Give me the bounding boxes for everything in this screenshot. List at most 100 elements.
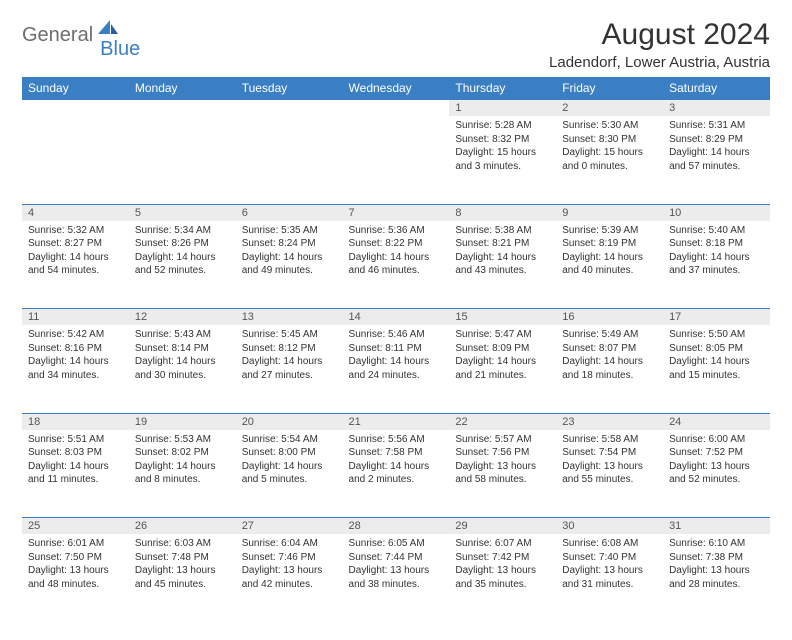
day-cell: Sunrise: 5:45 AMSunset: 8:12 PMDaylight:… bbox=[236, 325, 343, 413]
sunrise-text: Sunrise: 5:50 AM bbox=[669, 328, 764, 342]
daylight-text: Daylight: 13 hours and 42 minutes. bbox=[242, 564, 337, 591]
day-number: 5 bbox=[129, 204, 236, 221]
day-number: 14 bbox=[343, 309, 450, 326]
day-number: 31 bbox=[663, 518, 770, 535]
day-detail-row: Sunrise: 5:42 AMSunset: 8:16 PMDaylight:… bbox=[22, 325, 770, 413]
day-number: 11 bbox=[22, 309, 129, 326]
day-cell: Sunrise: 5:28 AMSunset: 8:32 PMDaylight:… bbox=[449, 116, 556, 204]
sunset-text: Sunset: 8:09 PM bbox=[455, 342, 550, 356]
day-cell: Sunrise: 6:05 AMSunset: 7:44 PMDaylight:… bbox=[343, 534, 450, 622]
sunrise-text: Sunrise: 5:30 AM bbox=[562, 119, 657, 133]
sunset-text: Sunset: 7:48 PM bbox=[135, 551, 230, 565]
sunrise-text: Sunrise: 5:53 AM bbox=[135, 433, 230, 447]
day-number: 4 bbox=[22, 204, 129, 221]
sunrise-text: Sunrise: 5:45 AM bbox=[242, 328, 337, 342]
day-cell: Sunrise: 5:47 AMSunset: 8:09 PMDaylight:… bbox=[449, 325, 556, 413]
daylight-text: Daylight: 13 hours and 48 minutes. bbox=[28, 564, 123, 591]
sunset-text: Sunset: 8:14 PM bbox=[135, 342, 230, 356]
day-cell: Sunrise: 5:51 AMSunset: 8:03 PMDaylight:… bbox=[22, 430, 129, 518]
day-number: 9 bbox=[556, 204, 663, 221]
day-detail-row: Sunrise: 5:32 AMSunset: 8:27 PMDaylight:… bbox=[22, 221, 770, 309]
empty-day bbox=[343, 116, 450, 204]
sunrise-text: Sunrise: 5:43 AM bbox=[135, 328, 230, 342]
day-cell: Sunrise: 5:40 AMSunset: 8:18 PMDaylight:… bbox=[663, 221, 770, 309]
day-detail-row: Sunrise: 5:28 AMSunset: 8:32 PMDaylight:… bbox=[22, 116, 770, 204]
day-number: 8 bbox=[449, 204, 556, 221]
daylight-text: Daylight: 14 hours and 46 minutes. bbox=[349, 251, 444, 278]
day-number: 24 bbox=[663, 413, 770, 430]
daylight-text: Daylight: 14 hours and 40 minutes. bbox=[562, 251, 657, 278]
brand-part1: General bbox=[22, 24, 93, 47]
day-cell: Sunrise: 5:31 AMSunset: 8:29 PMDaylight:… bbox=[663, 116, 770, 204]
sunrise-text: Sunrise: 5:46 AM bbox=[349, 328, 444, 342]
weekday-header: Wednesday bbox=[343, 77, 450, 100]
weekday-header: Tuesday bbox=[236, 77, 343, 100]
day-number: 22 bbox=[449, 413, 556, 430]
sunrise-text: Sunrise: 5:28 AM bbox=[455, 119, 550, 133]
daylight-text: Daylight: 14 hours and 5 minutes. bbox=[242, 460, 337, 487]
title-block: August 2024 Ladendorf, Lower Austria, Au… bbox=[549, 18, 770, 71]
empty-day bbox=[129, 116, 236, 204]
sunset-text: Sunset: 8:00 PM bbox=[242, 446, 337, 460]
sunrise-text: Sunrise: 6:04 AM bbox=[242, 537, 337, 551]
daylight-text: Daylight: 14 hours and 34 minutes. bbox=[28, 355, 123, 382]
brand-part2: Blue bbox=[100, 38, 140, 61]
sunset-text: Sunset: 7:40 PM bbox=[562, 551, 657, 565]
empty-day bbox=[22, 100, 129, 117]
daylight-text: Daylight: 15 hours and 3 minutes. bbox=[455, 146, 550, 173]
sunrise-text: Sunrise: 5:34 AM bbox=[135, 224, 230, 238]
day-number: 26 bbox=[129, 518, 236, 535]
daylight-text: Daylight: 14 hours and 2 minutes. bbox=[349, 460, 444, 487]
sunset-text: Sunset: 8:29 PM bbox=[669, 133, 764, 147]
day-cell: Sunrise: 5:42 AMSunset: 8:16 PMDaylight:… bbox=[22, 325, 129, 413]
day-number: 25 bbox=[22, 518, 129, 535]
sunrise-text: Sunrise: 5:31 AM bbox=[669, 119, 764, 133]
sunset-text: Sunset: 8:03 PM bbox=[28, 446, 123, 460]
daylight-text: Daylight: 13 hours and 28 minutes. bbox=[669, 564, 764, 591]
sunset-text: Sunset: 7:46 PM bbox=[242, 551, 337, 565]
sunset-text: Sunset: 8:18 PM bbox=[669, 237, 764, 251]
day-number: 29 bbox=[449, 518, 556, 535]
day-number: 23 bbox=[556, 413, 663, 430]
daylight-text: Daylight: 14 hours and 57 minutes. bbox=[669, 146, 764, 173]
sunset-text: Sunset: 8:32 PM bbox=[455, 133, 550, 147]
day-number: 15 bbox=[449, 309, 556, 326]
day-cell: Sunrise: 5:39 AMSunset: 8:19 PMDaylight:… bbox=[556, 221, 663, 309]
day-number: 19 bbox=[129, 413, 236, 430]
empty-day bbox=[343, 100, 450, 117]
sunrise-text: Sunrise: 5:56 AM bbox=[349, 433, 444, 447]
daylight-text: Daylight: 14 hours and 21 minutes. bbox=[455, 355, 550, 382]
sunrise-text: Sunrise: 5:51 AM bbox=[28, 433, 123, 447]
weekday-header: Saturday bbox=[663, 77, 770, 100]
day-cell: Sunrise: 5:56 AMSunset: 7:58 PMDaylight:… bbox=[343, 430, 450, 518]
daylight-text: Daylight: 13 hours and 45 minutes. bbox=[135, 564, 230, 591]
day-cell: Sunrise: 5:58 AMSunset: 7:54 PMDaylight:… bbox=[556, 430, 663, 518]
daylight-text: Daylight: 13 hours and 31 minutes. bbox=[562, 564, 657, 591]
sunrise-text: Sunrise: 5:39 AM bbox=[562, 224, 657, 238]
page-header: General Blue August 2024 Ladendorf, Lowe… bbox=[22, 18, 770, 71]
day-cell: Sunrise: 5:36 AMSunset: 8:22 PMDaylight:… bbox=[343, 221, 450, 309]
sunrise-text: Sunrise: 5:54 AM bbox=[242, 433, 337, 447]
weekday-header: Monday bbox=[129, 77, 236, 100]
daylight-text: Daylight: 13 hours and 35 minutes. bbox=[455, 564, 550, 591]
sunrise-text: Sunrise: 6:03 AM bbox=[135, 537, 230, 551]
daylight-text: Daylight: 15 hours and 0 minutes. bbox=[562, 146, 657, 173]
sunset-text: Sunset: 8:16 PM bbox=[28, 342, 123, 356]
daylight-text: Daylight: 14 hours and 18 minutes. bbox=[562, 355, 657, 382]
sunset-text: Sunset: 8:27 PM bbox=[28, 237, 123, 251]
day-cell: Sunrise: 6:01 AMSunset: 7:50 PMDaylight:… bbox=[22, 534, 129, 622]
day-cell: Sunrise: 5:50 AMSunset: 8:05 PMDaylight:… bbox=[663, 325, 770, 413]
day-number: 3 bbox=[663, 100, 770, 117]
calendar-page: General Blue August 2024 Ladendorf, Lowe… bbox=[0, 0, 792, 640]
sunrise-text: Sunrise: 6:05 AM bbox=[349, 537, 444, 551]
sunrise-text: Sunrise: 5:40 AM bbox=[669, 224, 764, 238]
sunset-text: Sunset: 8:02 PM bbox=[135, 446, 230, 460]
day-cell: Sunrise: 5:38 AMSunset: 8:21 PMDaylight:… bbox=[449, 221, 556, 309]
day-number: 12 bbox=[129, 309, 236, 326]
day-number-row: 11121314151617 bbox=[22, 309, 770, 326]
calendar-table: SundayMondayTuesdayWednesdayThursdayFrid… bbox=[22, 77, 770, 622]
sunset-text: Sunset: 7:58 PM bbox=[349, 446, 444, 460]
day-cell: Sunrise: 6:04 AMSunset: 7:46 PMDaylight:… bbox=[236, 534, 343, 622]
day-number: 28 bbox=[343, 518, 450, 535]
day-number: 16 bbox=[556, 309, 663, 326]
